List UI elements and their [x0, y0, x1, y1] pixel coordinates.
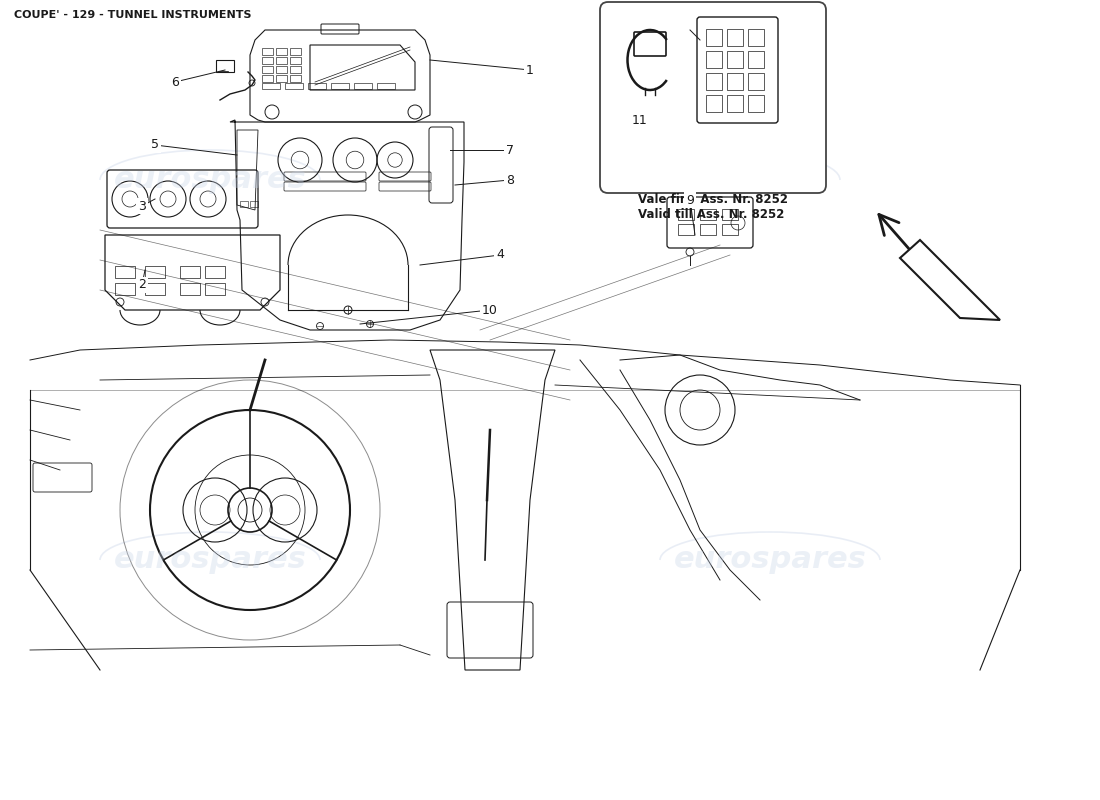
Bar — [308, 83, 326, 89]
Text: eurospares: eurospares — [113, 166, 307, 194]
Bar — [116, 266, 135, 278]
Bar — [285, 83, 303, 89]
Bar — [290, 75, 301, 82]
Bar — [290, 48, 301, 55]
Bar — [180, 283, 200, 295]
Bar — [722, 224, 738, 235]
Bar — [706, 51, 722, 68]
Text: COUPE' - 129 - TUNNEL INSTRUMENTS: COUPE' - 129 - TUNNEL INSTRUMENTS — [14, 10, 252, 20]
Text: 7: 7 — [506, 143, 514, 157]
Text: 3: 3 — [139, 199, 146, 213]
Text: 5: 5 — [151, 138, 160, 151]
Bar — [748, 95, 764, 112]
Text: 2: 2 — [139, 278, 146, 291]
Text: 8: 8 — [506, 174, 514, 186]
Bar — [276, 66, 287, 73]
Text: 11: 11 — [632, 114, 648, 126]
Bar — [145, 266, 165, 278]
Bar — [216, 60, 234, 72]
Bar — [722, 209, 738, 220]
Bar — [700, 224, 716, 235]
Bar — [205, 283, 225, 295]
Text: eurospares: eurospares — [673, 546, 867, 574]
Bar — [706, 73, 722, 90]
Bar — [262, 83, 280, 89]
Bar — [290, 57, 301, 64]
Text: 1: 1 — [526, 63, 534, 77]
Bar — [727, 73, 742, 90]
Text: eurospares: eurospares — [113, 546, 307, 574]
Bar — [262, 48, 273, 55]
Bar — [748, 51, 764, 68]
Bar — [377, 83, 395, 89]
Bar — [250, 201, 258, 207]
Bar — [180, 266, 200, 278]
Text: 6: 6 — [172, 75, 179, 89]
Polygon shape — [900, 240, 1000, 320]
Bar — [290, 66, 301, 73]
Bar — [262, 57, 273, 64]
Bar — [276, 57, 287, 64]
Text: 9: 9 — [686, 194, 694, 206]
Bar — [116, 283, 135, 295]
Bar — [240, 201, 248, 207]
Bar — [145, 283, 165, 295]
Bar — [276, 75, 287, 82]
Bar — [700, 209, 716, 220]
FancyBboxPatch shape — [600, 2, 826, 193]
Bar — [354, 83, 372, 89]
Bar — [678, 209, 694, 220]
Bar — [331, 83, 349, 89]
Bar — [748, 29, 764, 46]
Bar — [748, 73, 764, 90]
Bar — [205, 266, 225, 278]
Bar — [678, 224, 694, 235]
Bar — [706, 29, 722, 46]
Text: 4: 4 — [496, 249, 504, 262]
Bar — [262, 66, 273, 73]
Bar — [262, 75, 273, 82]
Text: Vale fino Ass. Nr. 8252
Valid till Ass. Nr. 8252: Vale fino Ass. Nr. 8252 Valid till Ass. … — [638, 193, 788, 221]
Bar — [706, 95, 722, 112]
Bar — [727, 29, 742, 46]
Text: eurospares: eurospares — [634, 166, 826, 194]
Bar — [727, 95, 742, 112]
Bar — [276, 48, 287, 55]
Bar — [727, 51, 742, 68]
Text: 10: 10 — [482, 303, 498, 317]
